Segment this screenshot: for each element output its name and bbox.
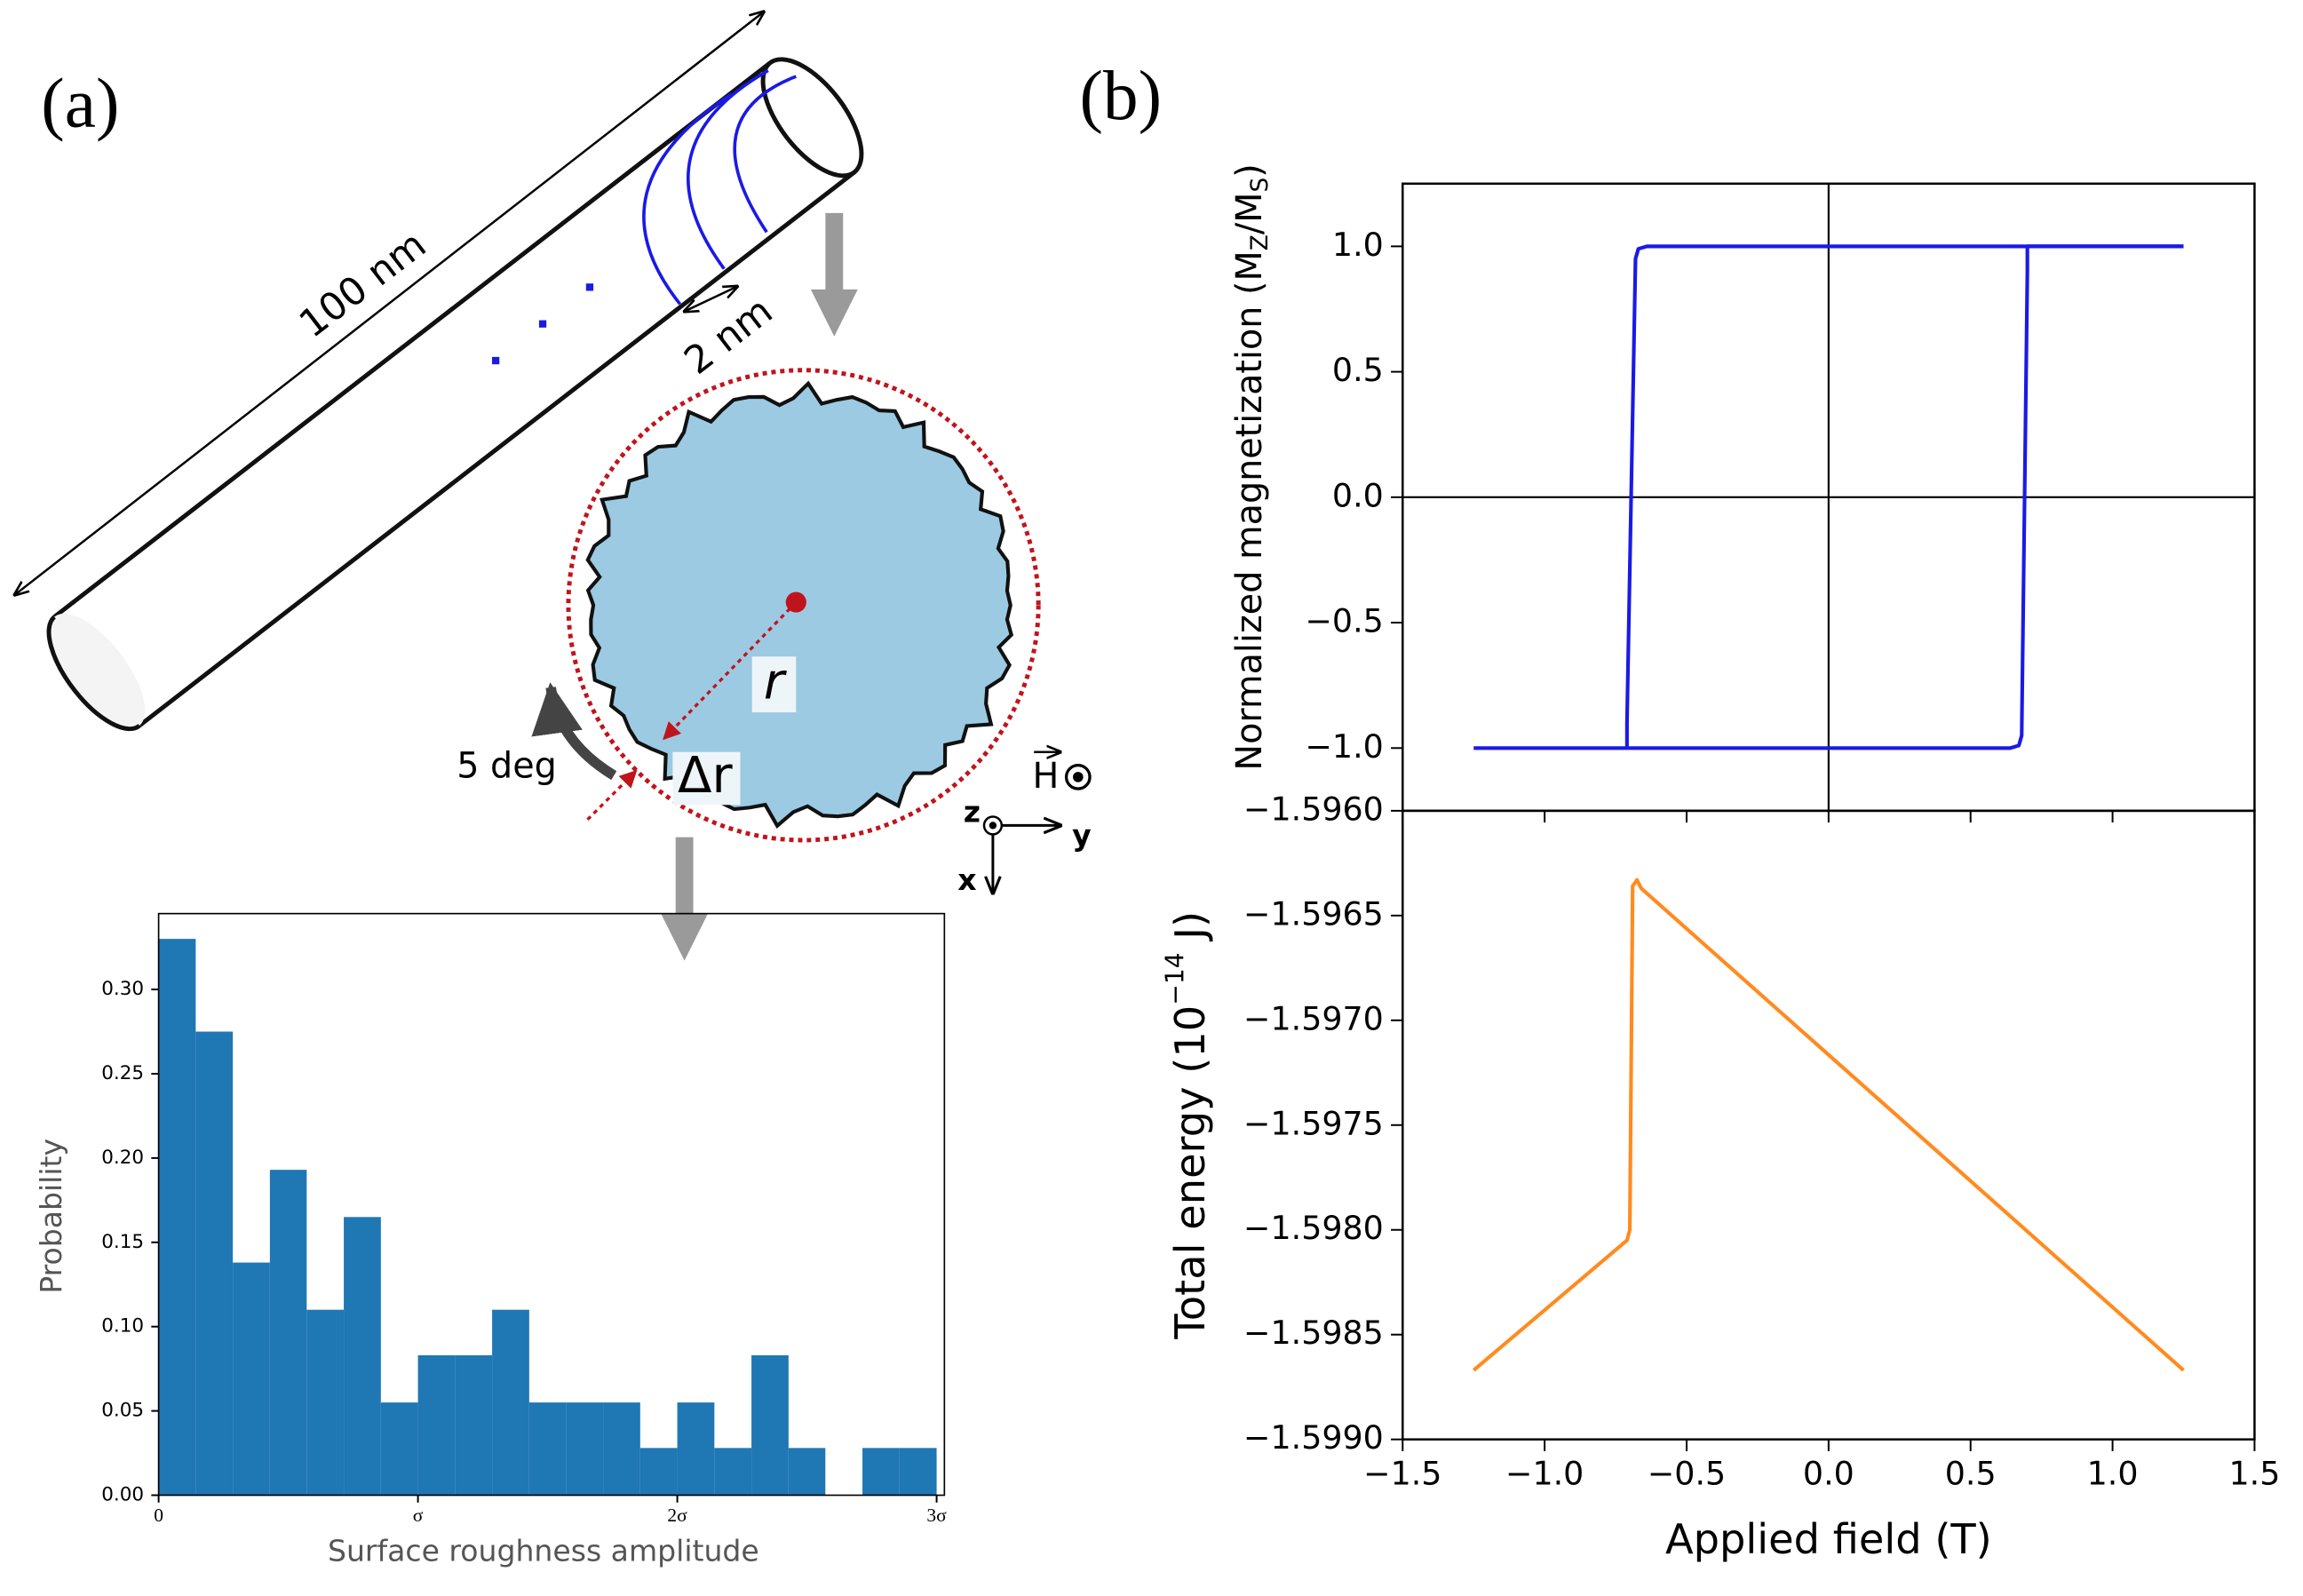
delta-line [586, 769, 638, 821]
axis-label: x [957, 862, 976, 897]
dots [491, 283, 594, 365]
y-tick-label: 0.0 [1332, 476, 1384, 514]
y-tick-label: 0.00 [101, 1484, 144, 1506]
y-tick-label: 0.20 [101, 1147, 144, 1169]
y-tick-label: −1.5980 [1243, 1209, 1384, 1247]
label-part: ) [1228, 163, 1269, 177]
y-axis-label: Normalized magnetization (MZ/MS) [1228, 163, 1273, 770]
bar [862, 1448, 900, 1496]
bar [269, 1170, 307, 1496]
y-tick-label: 1.0 [1332, 226, 1384, 264]
x-axis-label: Surface roughness amplitude [328, 1534, 759, 1568]
reference-circle [566, 368, 1041, 843]
x-tick-label: 2σ [667, 1505, 687, 1526]
y-tick-label: −1.5960 [1243, 790, 1384, 828]
y-tick-label: 0.5 [1332, 351, 1384, 389]
x-axis-label: Applied field (T) [1665, 1515, 1992, 1563]
line [1472, 877, 2185, 1372]
y-axis-label: Probability [34, 1139, 68, 1294]
line [1624, 244, 2184, 749]
y-tick-label: −0.5 [1305, 602, 1383, 640]
label-box [751, 656, 797, 713]
label-part: Total energy (10 [1165, 1005, 1213, 1340]
bar [158, 939, 196, 1496]
bar [714, 1448, 752, 1496]
x-tick-label: σ [413, 1505, 424, 1526]
y-tick-label: −1.5990 [1243, 1418, 1384, 1457]
x-tick-label: 3σ [926, 1505, 947, 1526]
field-symbol [1073, 772, 1084, 782]
plot-frame [157, 912, 946, 1497]
x-tick-label: −1.0 [1505, 1455, 1584, 1493]
x-tick-label: −0.5 [1648, 1455, 1726, 1493]
line [1473, 244, 2184, 750]
spacing-arrow [685, 287, 738, 312]
x-tick-label: 0.5 [1945, 1455, 1997, 1493]
x-tick-label: 0 [154, 1505, 163, 1526]
center [785, 592, 806, 613]
bar [417, 1354, 456, 1496]
bar [492, 1309, 529, 1496]
flow-arrow [661, 837, 709, 961]
radius-label: r [764, 653, 788, 711]
label-part: S [1245, 178, 1273, 193]
x-tick-label: 0.0 [1803, 1455, 1854, 1493]
delta-label: Δr [678, 747, 733, 805]
y-tick-label: −1.5975 [1243, 1104, 1384, 1142]
bar [899, 1448, 937, 1496]
plot-frame [1402, 809, 2256, 1441]
bar [306, 1309, 345, 1496]
label-part: Normalized magnetization (M [1228, 250, 1269, 770]
label-part: −14 [1161, 952, 1190, 1004]
axis-label: y [1072, 818, 1092, 853]
spacing-label: 2 nm [676, 289, 781, 384]
x-tick-label: 1.5 [2228, 1455, 2280, 1493]
x-tick-label: 1.0 [2087, 1455, 2139, 1493]
bar [195, 1031, 234, 1496]
panel-label: (a) [41, 64, 119, 142]
axis-symbol [989, 822, 997, 830]
panel-label: (b) [1079, 57, 1162, 135]
rotation-arrow [531, 682, 617, 781]
field-symbol [1064, 763, 1092, 790]
bar [380, 1402, 418, 1496]
bar [455, 1354, 493, 1496]
bar [639, 1448, 678, 1496]
label-part: J) [1165, 911, 1213, 952]
bar [233, 1262, 270, 1496]
length-arrow [15, 12, 764, 595]
y-tick-label: 0.30 [101, 978, 144, 1000]
x-tick-label: −1.5 [1363, 1455, 1441, 1493]
bar [751, 1354, 789, 1496]
bar [677, 1402, 715, 1496]
angle-label: 5 deg [457, 745, 557, 786]
y-tick-label: 0.25 [101, 1062, 144, 1084]
bar [603, 1402, 640, 1496]
y-tick-label: −1.5965 [1243, 894, 1384, 933]
y-tick-label: −1.5970 [1243, 999, 1384, 1037]
y-tick-label: −1.0 [1305, 727, 1383, 766]
bar [566, 1402, 604, 1496]
bar [528, 1402, 567, 1496]
bar [788, 1448, 826, 1496]
label-box [672, 751, 741, 806]
y-axis-label: Total energy (10−14 J) [1161, 911, 1214, 1340]
flow-arrow [810, 212, 858, 337]
label-part: /M [1228, 193, 1269, 235]
y-tick-label: 0.05 [101, 1400, 144, 1422]
y-tick-label: 0.10 [101, 1315, 144, 1338]
bar [344, 1217, 381, 1496]
axis-label: z [964, 795, 981, 830]
field-label: H [1033, 756, 1060, 797]
y-tick-label: 0.15 [101, 1231, 144, 1253]
y-tick-label: −1.5985 [1243, 1314, 1384, 1352]
label-part: Z [1245, 234, 1273, 250]
